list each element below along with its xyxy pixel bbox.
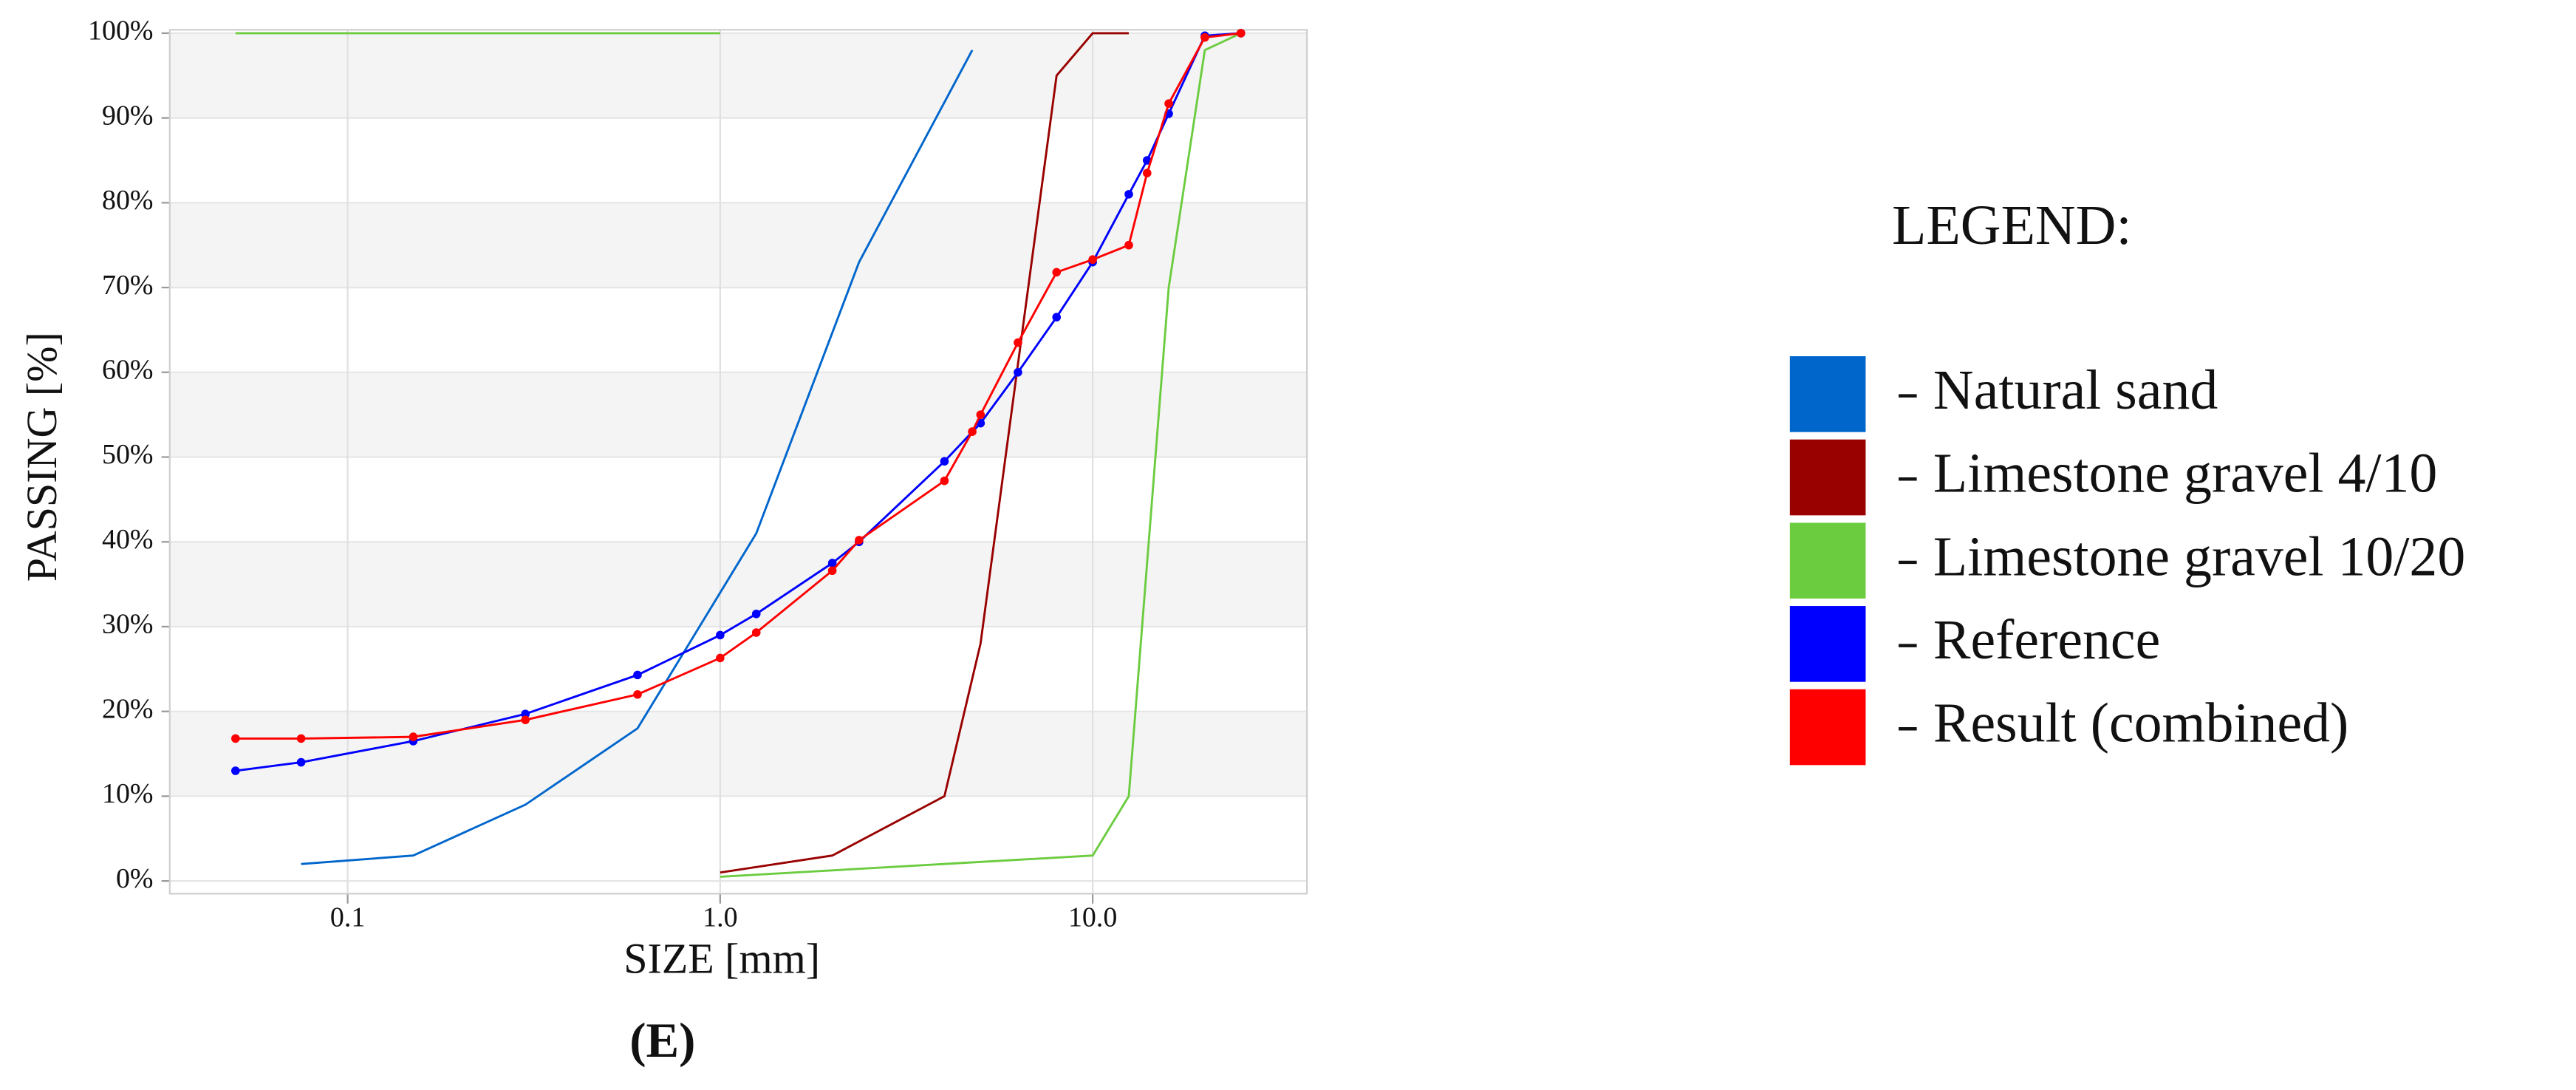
x-tick-label: 1.0 bbox=[703, 902, 737, 933]
y-tick-label: 90% bbox=[102, 100, 153, 131]
data-point bbox=[751, 628, 761, 637]
data-point bbox=[968, 427, 977, 436]
y-tick-label: 80% bbox=[102, 185, 153, 216]
data-point bbox=[1052, 313, 1062, 322]
y-tick-label: 0% bbox=[116, 863, 154, 894]
data-point bbox=[1014, 338, 1022, 347]
legend-swatch bbox=[1789, 439, 1866, 516]
data-point bbox=[976, 410, 985, 419]
legend-label: Limestone gravel 4/10 bbox=[1933, 443, 2437, 505]
grid-band bbox=[169, 711, 1308, 797]
data-point bbox=[231, 734, 240, 743]
data-point bbox=[1052, 268, 1062, 277]
data-point bbox=[1200, 33, 1209, 42]
data-point bbox=[716, 630, 725, 640]
series-line bbox=[235, 32, 1242, 878]
y-tick-label: 50% bbox=[102, 439, 153, 470]
data-point bbox=[1164, 99, 1173, 108]
y-axis-title: PASSING [%] bbox=[18, 332, 66, 582]
data-point bbox=[633, 689, 642, 699]
legend-label: Limestone gravel 10/20 bbox=[1933, 525, 2465, 587]
legend-label: Natural sand bbox=[1933, 359, 2218, 421]
plot-frame bbox=[168, 29, 1308, 895]
legend-title: LEGEND: bbox=[1892, 194, 2131, 256]
y-tick-label: 40% bbox=[102, 524, 153, 555]
data-point bbox=[1124, 240, 1133, 250]
y-tick-label: 100% bbox=[88, 16, 153, 47]
data-point bbox=[296, 757, 306, 767]
caption: (E) bbox=[629, 1013, 695, 1068]
y-tick-label: 70% bbox=[102, 270, 153, 301]
data-point bbox=[1142, 156, 1152, 165]
data-point bbox=[521, 715, 530, 724]
data-point bbox=[633, 670, 642, 680]
y-tick-label: 30% bbox=[102, 609, 153, 640]
data-point bbox=[231, 766, 240, 775]
grid-band bbox=[169, 372, 1308, 457]
data-point bbox=[1124, 190, 1133, 199]
data-point bbox=[827, 559, 837, 568]
data-point bbox=[521, 709, 530, 718]
data-point bbox=[409, 732, 418, 741]
data-point bbox=[940, 457, 949, 466]
data-point bbox=[827, 566, 837, 576]
x-axis-title: SIZE [mm] bbox=[623, 934, 820, 982]
data-point bbox=[1236, 29, 1246, 38]
grid-band bbox=[169, 33, 1308, 118]
series-line bbox=[235, 32, 1241, 740]
data-point bbox=[855, 536, 864, 545]
y-tick-label: 10% bbox=[102, 778, 153, 809]
legend-swatch bbox=[1789, 689, 1866, 766]
data-point bbox=[940, 476, 949, 486]
legend-swatch bbox=[1789, 522, 1866, 599]
data-point bbox=[1014, 368, 1022, 377]
x-tick-label: 10.0 bbox=[1068, 902, 1117, 933]
series-line bbox=[720, 32, 1129, 874]
y-tick-label: 60% bbox=[102, 355, 153, 386]
y-tick-label: 20% bbox=[102, 693, 153, 724]
grid-band bbox=[169, 542, 1308, 627]
x-tick-label: 0.1 bbox=[330, 902, 365, 933]
legend-label: Reference bbox=[1933, 609, 2160, 671]
data-point bbox=[1142, 168, 1152, 178]
data-point bbox=[751, 609, 761, 619]
legend-swatch bbox=[1789, 606, 1866, 682]
legend-swatch bbox=[1789, 356, 1866, 432]
data-point bbox=[716, 653, 725, 663]
legend-label: Result (combined) bbox=[1933, 692, 2348, 755]
data-point bbox=[296, 734, 306, 743]
data-point bbox=[1088, 255, 1097, 265]
series-line bbox=[301, 50, 974, 865]
